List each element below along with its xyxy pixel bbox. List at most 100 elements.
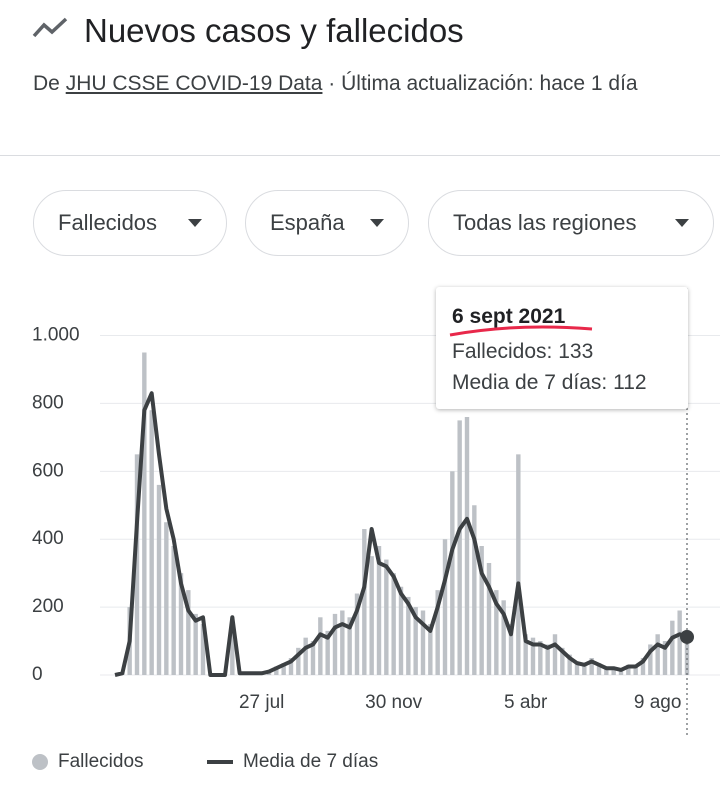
line — [114, 391, 688, 677]
bar — [384, 559, 389, 675]
bar — [464, 417, 470, 675]
filter-pill[interactable]: Todas las regiones — [428, 190, 714, 256]
trend-icon — [32, 17, 68, 38]
bar — [303, 637, 308, 675]
bar — [655, 634, 660, 675]
bar — [391, 573, 396, 675]
tooltip-label: Media de 7 días: — [452, 371, 608, 394]
bar — [560, 647, 565, 675]
bar — [633, 664, 638, 675]
bar — [281, 663, 286, 675]
bar — [325, 630, 330, 675]
tooltip: 6 sept 2021 Fallecidos: 133 Media de 7 d… — [436, 287, 688, 409]
bar — [552, 634, 558, 675]
bar — [618, 669, 624, 675]
bar — [340, 610, 345, 675]
bar — [354, 593, 360, 675]
bar — [596, 663, 602, 675]
y-tick-label: 800 — [32, 392, 64, 413]
filter-label: Fallecidos — [58, 210, 158, 235]
bar — [640, 658, 646, 675]
divider — [0, 155, 720, 156]
bar — [156, 484, 162, 675]
bar — [288, 658, 294, 675]
bar — [648, 644, 653, 675]
bar — [450, 471, 455, 675]
tooltip-row: Media de 7 días: 112 — [452, 371, 647, 395]
bar — [530, 637, 536, 675]
bar — [494, 590, 499, 675]
bar — [523, 634, 528, 675]
legend-swatch — [32, 754, 48, 770]
bar — [376, 546, 382, 675]
bar — [670, 620, 675, 675]
bar — [178, 573, 184, 675]
dropdown-arrow — [675, 219, 689, 227]
title: Nuevos casos y fallecidos — [84, 12, 464, 49]
legend-label: Media de 7 días — [243, 751, 378, 772]
tooltip-label: Fallecidos: — [452, 340, 553, 363]
tooltip-value: 133 — [558, 340, 594, 363]
filter-pill[interactable]: Fallecidos — [33, 190, 227, 256]
bar — [457, 420, 462, 675]
source-prefix: De — [33, 72, 60, 95]
bar — [164, 522, 169, 675]
bar — [538, 641, 543, 675]
dropdown-arrow — [188, 219, 202, 227]
bar — [435, 590, 440, 675]
bar — [318, 617, 323, 675]
tooltip-date: 6 sept 2021 — [452, 305, 566, 328]
bar — [362, 529, 367, 675]
y-tick-label: 1.000 — [32, 325, 80, 346]
bar — [406, 596, 411, 675]
bar — [486, 562, 492, 675]
x-tick-label: 30 nov — [365, 692, 423, 713]
tooltip-value: 112 — [613, 371, 647, 394]
subtitle: De JHU CSSE COVID-19 Data · Última actua… — [33, 68, 683, 99]
bar — [274, 666, 279, 675]
tooltip-row: Fallecidos: 133 — [452, 340, 593, 364]
y-tick-label: 600 — [32, 460, 64, 481]
bar — [611, 668, 616, 675]
dropdown-arrow — [370, 219, 384, 227]
bar — [479, 546, 484, 675]
bar — [626, 664, 631, 675]
bar — [142, 352, 147, 675]
updated: · Última actualización: hace 1 día — [328, 72, 638, 95]
bar — [193, 613, 198, 675]
bar — [582, 663, 587, 675]
bar — [545, 644, 550, 675]
bar — [369, 556, 374, 675]
x-tick-label: 5 abr — [504, 692, 548, 713]
x-tick-label: 9 ago — [634, 692, 682, 713]
bar — [171, 546, 176, 675]
bar — [398, 586, 404, 675]
x-tick-label: 27 jul — [239, 692, 284, 713]
bar — [472, 505, 477, 675]
bar — [347, 617, 352, 675]
bar — [574, 661, 580, 675]
y-tick-label: 0 — [32, 664, 43, 685]
bar — [516, 454, 521, 675]
bar — [332, 613, 338, 675]
filter-label: Todas las regiones — [453, 210, 637, 235]
bar — [413, 607, 418, 675]
bar — [428, 624, 433, 675]
bar — [310, 641, 316, 675]
hover-point — [680, 629, 694, 644]
bar — [662, 641, 668, 675]
source-link[interactable]: JHU CSSE COVID-19 Data — [65, 72, 323, 95]
bar — [589, 658, 594, 675]
bar — [186, 590, 191, 675]
filter-pill[interactable]: España — [245, 190, 409, 256]
bar — [604, 666, 609, 675]
bar — [442, 539, 448, 675]
legend-label: Fallecidos — [58, 751, 144, 772]
bar — [420, 610, 426, 675]
bar — [134, 454, 140, 675]
filter-label: España — [270, 210, 345, 235]
bar — [296, 647, 301, 675]
bar — [508, 624, 514, 675]
